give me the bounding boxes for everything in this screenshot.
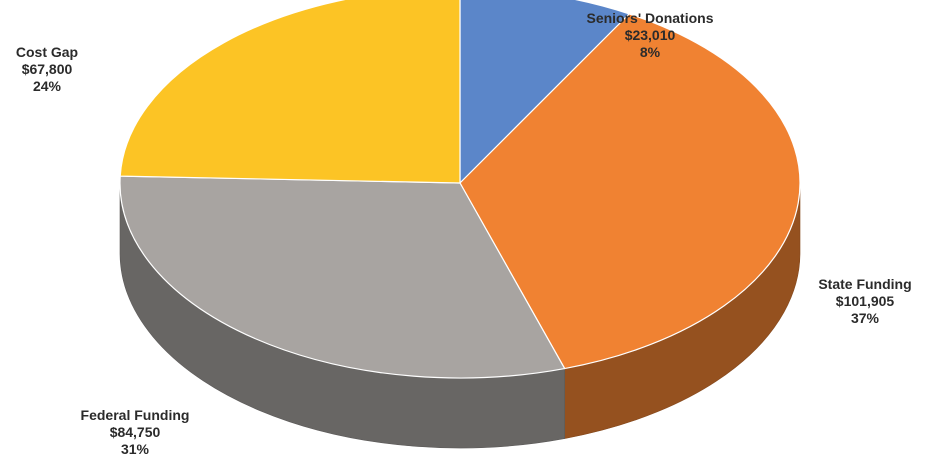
- slice-label-cost-gap: Cost Gap $67,800 24%: [2, 44, 92, 95]
- slice-label-amount: $101,905: [835, 293, 895, 309]
- slice-label-percent: 8%: [639, 44, 661, 60]
- slice-label-amount: $23,010: [624, 27, 676, 43]
- pie-top-faces: [119, 0, 801, 379]
- slice-label-amount: $84,750: [109, 424, 161, 440]
- slice-label-state-funding: State Funding $101,905 37%: [800, 276, 930, 327]
- pie-slice-seniors-donations: [459, 0, 630, 184]
- slice-label-percent: 37%: [850, 310, 880, 326]
- slice-label-amount: $67,800: [21, 61, 73, 77]
- slice-label-percent: 31%: [120, 441, 150, 457]
- slice-label-name: Seniors' Donations: [586, 10, 714, 26]
- slice-label-name: Cost Gap: [15, 44, 79, 60]
- pie-slice-state-funding: [459, 13, 801, 370]
- slice-label-seniors-donations: Seniors' Donations $23,010 8%: [560, 10, 740, 61]
- pie-slice-federal-funding: [119, 175, 566, 379]
- slice-label-federal-funding: Federal Funding $84,750 31%: [55, 407, 215, 458]
- pie-slice-cost-gap: [119, 0, 461, 184]
- slice-label-percent: 24%: [32, 78, 62, 94]
- slice-label-name: State Funding: [818, 276, 912, 292]
- slice-label-name: Federal Funding: [80, 407, 190, 423]
